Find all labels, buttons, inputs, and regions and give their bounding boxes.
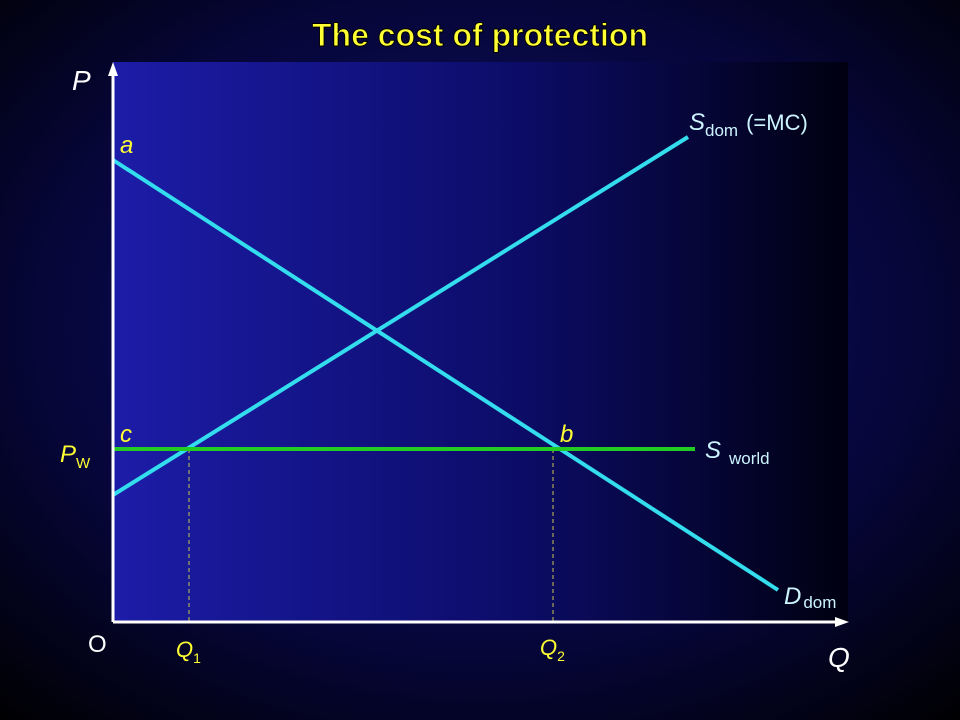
supply-curve <box>111 135 690 497</box>
point-label: a <box>120 132 133 159</box>
q-sub: 1 <box>193 650 201 666</box>
curve-main: S <box>705 437 721 464</box>
curve-sub: dom <box>705 121 738 140</box>
x-axis-arrow <box>835 617 849 627</box>
curve-sub: world <box>728 449 770 468</box>
price-main: P <box>60 441 76 468</box>
curve-sub: dom <box>803 593 836 612</box>
q-main: Q <box>540 635 557 660</box>
q-main: Q <box>176 637 193 662</box>
quantity-label: Q2 <box>540 635 565 664</box>
price-sub: W <box>76 455 91 472</box>
supply-label: Sdom (=MC) <box>689 109 808 140</box>
plot-panel <box>113 62 848 622</box>
point-label: b <box>560 421 573 448</box>
demand-curve <box>111 158 780 592</box>
curve-suffix: (=MC) <box>746 110 808 135</box>
origin-label: O <box>88 631 107 658</box>
quantity-label: Q1 <box>176 637 201 666</box>
curve-main: D <box>784 583 801 610</box>
price-label: PW <box>60 441 91 472</box>
title: The cost of protection <box>312 17 648 53</box>
y-axis-label: P <box>72 65 91 96</box>
q-sub: 2 <box>557 648 565 664</box>
point-label: c <box>120 421 132 448</box>
curve-main: S <box>689 109 705 136</box>
y-axis-arrow <box>108 62 118 76</box>
x-axis-label: Q <box>828 642 850 673</box>
